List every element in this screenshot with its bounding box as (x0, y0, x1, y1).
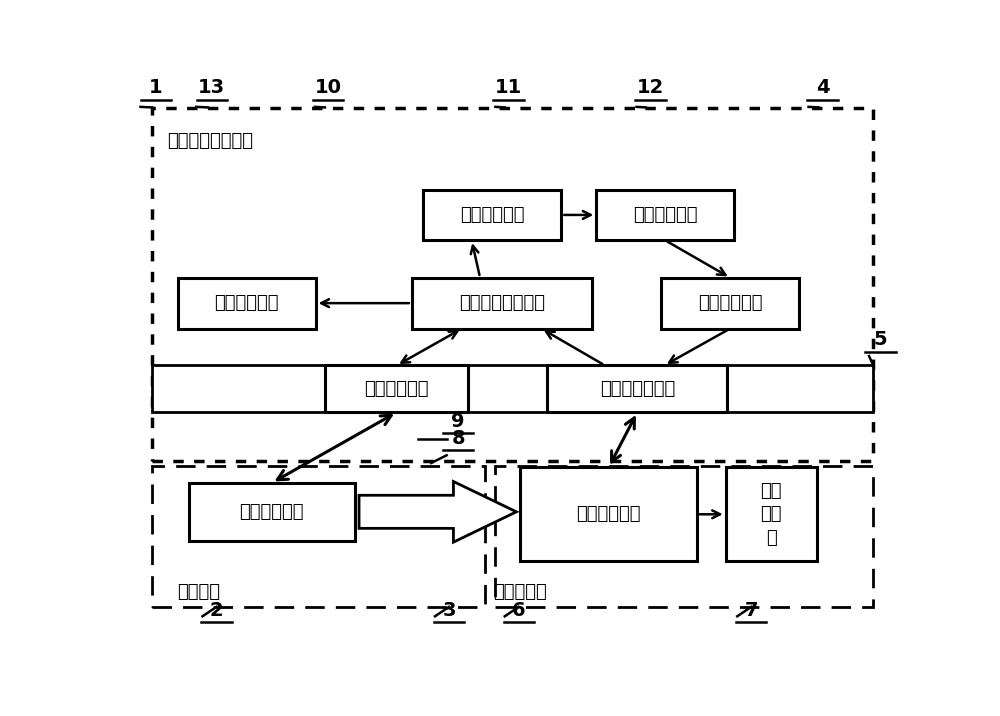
Bar (412, 278, 592, 329)
Text: 4: 4 (816, 79, 829, 97)
Bar (726, 468, 817, 561)
Text: 测量互联接口: 测量互联接口 (364, 380, 429, 398)
Text: 5: 5 (874, 331, 887, 349)
Text: 10: 10 (315, 79, 342, 97)
Text: 8: 8 (451, 429, 465, 448)
Text: 6: 6 (512, 601, 526, 619)
Text: 轨迹控制模块: 轨迹控制模块 (698, 294, 763, 312)
Bar (152, 108, 873, 461)
Bar (152, 365, 873, 412)
Bar (495, 466, 873, 607)
Text: 测量设备: 测量设备 (177, 583, 220, 601)
Bar (189, 483, 355, 541)
Text: 13: 13 (198, 79, 225, 97)
Bar (661, 278, 799, 329)
Text: 机器人互联接口: 机器人互联接口 (600, 380, 675, 398)
Text: 7: 7 (744, 601, 758, 619)
Bar (325, 365, 468, 412)
Text: 2: 2 (210, 601, 223, 619)
Text: 9: 9 (452, 412, 465, 431)
Text: 机器人控制器: 机器人控制器 (576, 505, 641, 523)
Text: 11: 11 (495, 79, 522, 97)
Text: 精度评价模块: 精度评价模块 (214, 294, 279, 312)
Text: 轨迹偏差计算模块: 轨迹偏差计算模块 (459, 294, 545, 312)
Text: 工业机器人: 工业机器人 (493, 583, 547, 601)
Bar (178, 278, 316, 329)
Text: 1: 1 (149, 79, 163, 97)
Text: 3: 3 (442, 601, 456, 619)
Bar (152, 466, 485, 607)
Text: 12: 12 (637, 79, 664, 97)
Text: 参数辨识模块: 参数辨识模块 (460, 206, 525, 224)
Bar (596, 190, 734, 241)
Polygon shape (359, 481, 516, 542)
Bar (547, 365, 727, 412)
Text: 补偿控制模块: 补偿控制模块 (633, 206, 697, 224)
Text: 测量底层接口: 测量底层接口 (240, 503, 304, 521)
Text: 机器
人本
体: 机器 人本 体 (761, 482, 782, 547)
Bar (520, 468, 697, 561)
Text: 轨迹修正补偿系统: 轨迹修正补偿系统 (167, 132, 253, 150)
Bar (423, 190, 561, 241)
